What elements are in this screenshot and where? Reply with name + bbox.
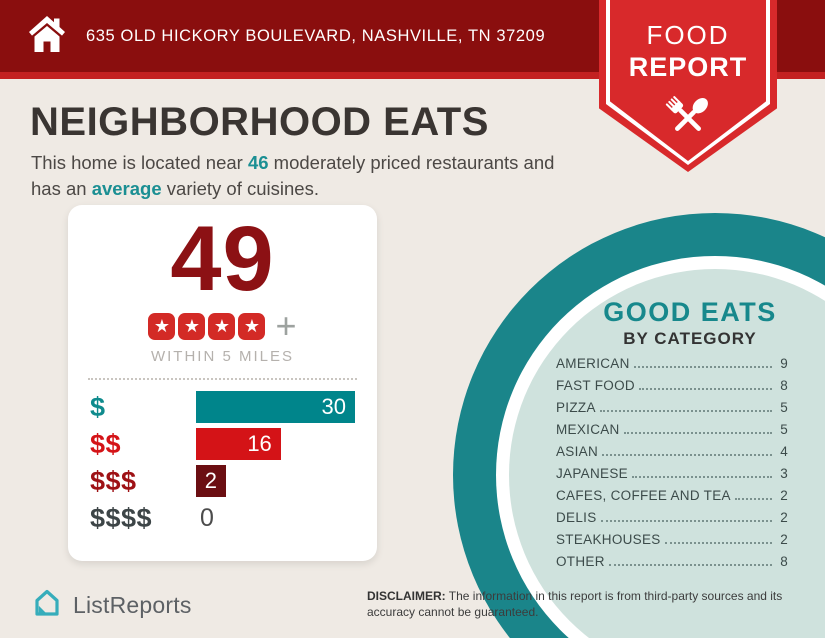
category-name: MEXICAN	[556, 422, 620, 437]
price-bar: 30	[196, 391, 355, 423]
bar-value: 16	[247, 431, 272, 456]
dotted-leader	[602, 454, 772, 456]
bar-track: 16	[196, 428, 355, 460]
category-row: OTHER 8	[556, 554, 788, 576]
bar-track: 0	[196, 502, 355, 534]
disclaimer: DISCLAIMER: The information in this repo…	[367, 589, 793, 620]
category-name: AMERICAN	[556, 356, 630, 371]
category-count: 8	[780, 378, 788, 393]
category-row: AMERICAN 9	[556, 356, 788, 378]
category-row: STEAKHOUSES 2	[556, 532, 788, 554]
category-row: ASIAN 4	[556, 444, 788, 466]
header-accent-strip	[0, 72, 825, 79]
variety-highlight: average	[91, 177, 162, 199]
dotted-divider	[88, 378, 357, 380]
category-name: ASIAN	[556, 444, 599, 459]
good-eats-heading: GOOD EATS BY CATEGORY	[545, 297, 825, 349]
price-bar-row: $$ 16	[90, 428, 355, 460]
price-level-label: $$$	[90, 465, 137, 496]
category-count: 4	[780, 444, 788, 459]
dotted-leader	[631, 476, 772, 478]
star-icon: ★	[238, 312, 266, 340]
dotted-leader	[623, 432, 772, 434]
category-row: DELIS 2	[556, 510, 788, 532]
price-bar: 2	[196, 465, 226, 497]
ribbon-title-line2: REPORT	[628, 52, 748, 82]
price-level-label: $$	[90, 428, 122, 459]
food-report-ribbon: FOOD REPORT	[599, 0, 777, 172]
property-address: 635 OLD HICKORY BOULEVARD, NASHVILLE, TN…	[86, 26, 546, 45]
page-subtitle: This home is located near 46 moderately …	[31, 150, 579, 201]
crossed-fork-spoon-icon	[599, 89, 777, 152]
good-eats-subtitle: BY CATEGORY	[623, 329, 757, 348]
dotted-leader	[638, 388, 772, 390]
star-icon: ★	[148, 312, 176, 340]
listreports-wordmark: ListReports	[73, 592, 192, 618]
listreports-logo: ListReports	[30, 586, 192, 625]
price-bar: 16	[196, 428, 281, 460]
star-rating: ★ ★ ★ ★ +	[68, 304, 377, 346]
category-name: JAPANESE	[556, 466, 628, 481]
category-count: 2	[780, 510, 788, 525]
bar-value: 30	[321, 394, 346, 419]
star-icon: ★	[178, 312, 206, 340]
price-level-bar-chart: $30 $$ 16 $$$ 2 $$$$ 0	[68, 391, 377, 534]
page-title: NEIGHBORHOOD EATS	[30, 100, 489, 144]
plus-icon: +	[275, 304, 297, 346]
ribbon-title-line1: FOOD	[646, 20, 730, 50]
category-count: 5	[780, 400, 788, 415]
good-eats-title: GOOD EATS	[603, 297, 777, 327]
dotted-leader	[734, 498, 772, 500]
home-icon	[28, 14, 66, 59]
price-bar-row: $$$ 2	[90, 465, 355, 497]
bar-track: 30	[196, 391, 355, 423]
star-icon: ★	[208, 312, 236, 340]
category-row: CAFES, COFFEE AND TEA 2	[556, 488, 788, 510]
price-level-label: $$$$	[90, 502, 153, 533]
category-name: PIZZA	[556, 400, 596, 415]
radius-label: WITHIN 5 MILES	[150, 348, 294, 365]
dotted-leader	[633, 366, 772, 368]
dotted-leader	[608, 564, 772, 566]
category-count: 3	[780, 466, 788, 481]
category-count: 2	[780, 532, 788, 547]
subtitle-text-3: variety of cuisines.	[161, 177, 319, 199]
disclaimer-text: The information in this report is from t…	[367, 589, 783, 619]
listreports-house-icon	[30, 586, 64, 625]
restaurant-stats-card: 49 ★ ★ ★ ★ + WITHIN 5 MILES $30 $$ 16 $$$ 2 $$$$ 0	[68, 205, 377, 561]
category-count: 8	[780, 554, 788, 569]
category-list: AMERICAN 9 FAST FOOD 8 PIZZA 5 MEXICAN 5 ASIAN 4 J…	[556, 356, 788, 576]
category-row: MEXICAN 5	[556, 422, 788, 444]
dotted-leader	[664, 542, 772, 544]
disclaimer-label: DISCLAIMER:	[367, 589, 446, 603]
dotted-leader	[600, 520, 772, 522]
category-count: 5	[780, 422, 788, 437]
bar-track: 2	[196, 465, 355, 497]
category-name: FAST FOOD	[556, 378, 635, 393]
category-count: 9	[780, 356, 788, 371]
restaurant-total-count: 49	[170, 208, 275, 310]
subtitle-text-2: moderately priced restaurants and has an	[31, 152, 555, 199]
bar-value: 2	[204, 468, 217, 493]
category-name: CAFES, COFFEE AND TEA	[556, 488, 731, 503]
category-name: DELIS	[556, 510, 597, 525]
category-name: STEAKHOUSES	[556, 532, 661, 547]
subtitle-text-1: This home is located near	[31, 152, 248, 173]
dotted-leader	[599, 410, 772, 412]
category-name: OTHER	[556, 554, 605, 569]
category-row: JAPANESE 3	[556, 466, 788, 488]
price-level-label: $	[90, 391, 106, 422]
price-bar-row: $$$$ 0	[90, 502, 355, 534]
restaurant-count-highlight: 46	[247, 152, 269, 173]
price-bar-row: $30	[90, 391, 355, 423]
category-row: FAST FOOD 8	[556, 378, 788, 400]
bar-value-zero: 0	[200, 504, 214, 532]
category-row: PIZZA 5	[556, 400, 788, 422]
category-count: 2	[780, 488, 788, 503]
